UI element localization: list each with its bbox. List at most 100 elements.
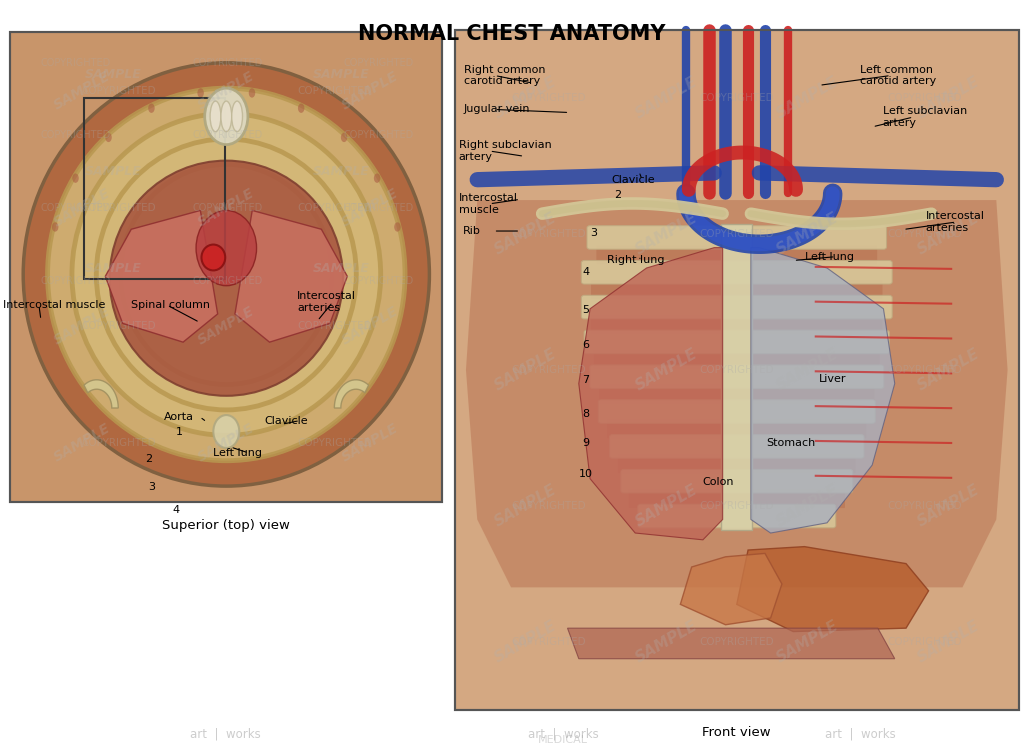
Text: 3: 3	[591, 227, 597, 238]
Ellipse shape	[47, 88, 406, 461]
Polygon shape	[737, 547, 929, 631]
Text: COPYRIGHTED: COPYRIGHTED	[81, 85, 156, 95]
Text: 2: 2	[145, 454, 152, 464]
Ellipse shape	[196, 211, 257, 285]
Text: Liver: Liver	[819, 374, 847, 384]
Text: COPYRIGHTED: COPYRIGHTED	[193, 131, 262, 140]
Ellipse shape	[249, 88, 255, 97]
Bar	[455, 30, 1019, 710]
Text: SAMPLE: SAMPLE	[340, 186, 401, 230]
Text: COPYRIGHTED: COPYRIGHTED	[511, 501, 586, 511]
FancyBboxPatch shape	[607, 420, 866, 439]
Text: MEDICAL: MEDICAL	[539, 735, 588, 745]
Text: Left lung: Left lung	[213, 448, 262, 458]
Polygon shape	[105, 211, 218, 342]
Text: Intercostal
muscle: Intercostal muscle	[459, 193, 518, 214]
Text: SAMPLE: SAMPLE	[196, 304, 257, 347]
Text: art  |  works: art | works	[824, 727, 896, 741]
Ellipse shape	[202, 245, 225, 270]
Text: SAMPLE: SAMPLE	[312, 262, 370, 275]
Polygon shape	[42, 96, 265, 304]
Text: SAMPLE: SAMPLE	[492, 482, 559, 529]
Ellipse shape	[148, 103, 155, 113]
Text: SAMPLE: SAMPLE	[633, 618, 700, 665]
Text: COPYRIGHTED: COPYRIGHTED	[699, 501, 774, 511]
Text: COPYRIGHTED: COPYRIGHTED	[41, 58, 111, 68]
Text: Right common
carotid artery: Right common carotid artery	[464, 65, 546, 86]
Text: Intercostal
arteries: Intercostal arteries	[297, 291, 356, 313]
Text: SAMPLE: SAMPLE	[340, 69, 401, 112]
Text: SAMPLE: SAMPLE	[85, 69, 142, 82]
Text: SAMPLE: SAMPLE	[492, 211, 559, 257]
FancyBboxPatch shape	[584, 330, 890, 353]
Text: 4: 4	[583, 267, 589, 277]
Text: COPYRIGHTED: COPYRIGHTED	[193, 203, 262, 213]
Text: COPYRIGHTED: COPYRIGHTED	[297, 85, 372, 95]
Text: Intercostal muscle: Intercostal muscle	[3, 300, 105, 310]
Polygon shape	[751, 248, 895, 533]
FancyBboxPatch shape	[591, 315, 883, 334]
Ellipse shape	[374, 174, 380, 183]
FancyBboxPatch shape	[596, 245, 878, 264]
Ellipse shape	[394, 222, 400, 232]
Text: COPYRIGHTED: COPYRIGHTED	[888, 365, 963, 375]
Ellipse shape	[72, 113, 381, 436]
Text: SAMPLE: SAMPLE	[633, 347, 700, 393]
Bar	[0, 0, 455, 317]
Text: Jugular vein: Jugular vein	[464, 104, 530, 115]
FancyBboxPatch shape	[629, 489, 845, 508]
Ellipse shape	[24, 63, 429, 486]
Text: Left lung: Left lung	[805, 251, 854, 262]
Text: Front view: Front view	[702, 726, 771, 739]
FancyBboxPatch shape	[582, 295, 892, 319]
Text: COPYRIGHTED: COPYRIGHTED	[81, 321, 156, 331]
Text: 4: 4	[173, 504, 179, 515]
Text: COPYRIGHTED: COPYRIGHTED	[888, 93, 963, 103]
Text: 5: 5	[583, 304, 589, 315]
Text: Right lung: Right lung	[607, 255, 665, 266]
Ellipse shape	[96, 139, 356, 410]
Text: Spinal column: Spinal column	[131, 300, 210, 310]
Bar	[147, 207, 161, 258]
Text: COPYRIGHTED: COPYRIGHTED	[511, 93, 586, 103]
Text: SAMPLE: SAMPLE	[51, 304, 113, 347]
Polygon shape	[466, 200, 1008, 587]
Text: Clavicle: Clavicle	[264, 415, 308, 426]
Text: SAMPLE: SAMPLE	[196, 421, 257, 465]
FancyBboxPatch shape	[599, 385, 874, 404]
Text: NORMAL CHEST ANATOMY: NORMAL CHEST ANATOMY	[358, 24, 666, 44]
Text: COPYRIGHTED: COPYRIGHTED	[81, 203, 156, 213]
FancyBboxPatch shape	[582, 260, 892, 284]
Polygon shape	[680, 553, 782, 625]
FancyBboxPatch shape	[587, 226, 887, 249]
Polygon shape	[579, 248, 723, 540]
Ellipse shape	[298, 103, 304, 113]
Text: COPYRIGHTED: COPYRIGHTED	[699, 365, 774, 375]
Text: SAMPLE: SAMPLE	[914, 618, 982, 665]
Text: SAMPLE: SAMPLE	[633, 482, 700, 529]
Text: COPYRIGHTED: COPYRIGHTED	[511, 365, 586, 375]
Text: COPYRIGHTED: COPYRIGHTED	[888, 501, 963, 511]
Ellipse shape	[73, 174, 79, 183]
Bar	[721, 224, 753, 530]
Ellipse shape	[341, 133, 347, 142]
Bar	[455, 30, 1019, 710]
Text: SAMPLE: SAMPLE	[85, 262, 142, 275]
Text: SAMPLE: SAMPLE	[914, 482, 982, 529]
Text: SAMPLE: SAMPLE	[773, 75, 841, 122]
Text: SAMPLE: SAMPLE	[312, 165, 370, 178]
Bar	[137, 76, 170, 86]
Text: SAMPLE: SAMPLE	[773, 618, 841, 665]
Text: SAMPLE: SAMPLE	[914, 347, 982, 393]
Text: 6: 6	[583, 340, 589, 350]
Text: SAMPLE: SAMPLE	[492, 75, 559, 122]
Text: Colon: Colon	[702, 476, 734, 487]
FancyBboxPatch shape	[609, 435, 864, 458]
Text: COPYRIGHTED: COPYRIGHTED	[699, 93, 774, 103]
Text: Intercostal
arteries: Intercostal arteries	[926, 211, 985, 233]
Text: COPYRIGHTED: COPYRIGHTED	[193, 58, 262, 68]
Text: SAMPLE: SAMPLE	[196, 69, 257, 112]
Text: 3: 3	[148, 482, 155, 492]
Text: SAMPLE: SAMPLE	[312, 69, 370, 82]
Text: COPYRIGHTED: COPYRIGHTED	[41, 131, 111, 140]
